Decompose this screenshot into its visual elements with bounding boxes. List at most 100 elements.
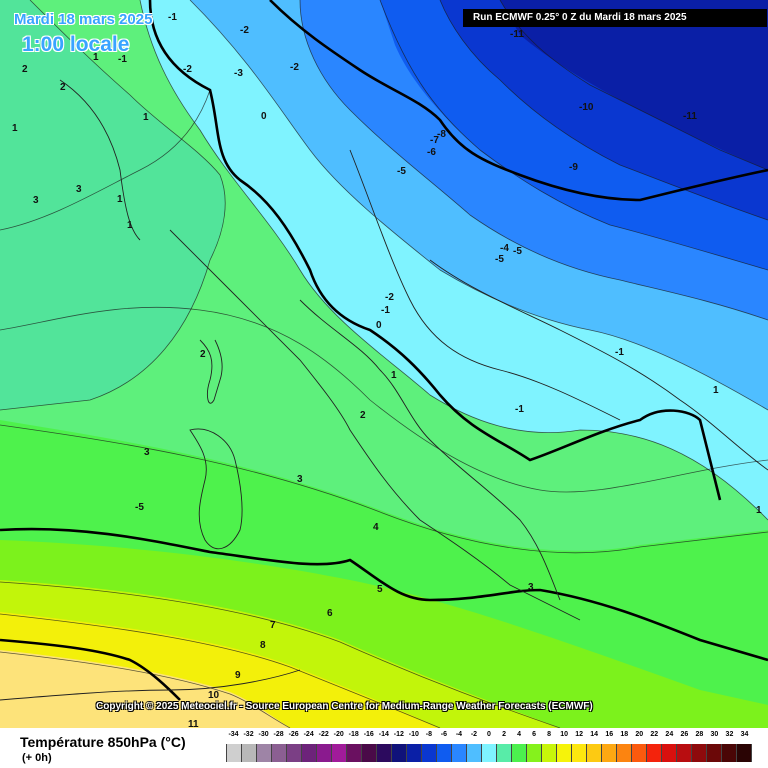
isotherm-label: -5: [495, 254, 504, 265]
scale-swatch: [676, 744, 691, 762]
scale-swatch: [226, 744, 241, 762]
scale-swatch: [391, 744, 406, 762]
scale-value-label: 16: [605, 731, 614, 738]
isotherm-label: 0: [376, 320, 382, 331]
isotherm-label: 1: [127, 220, 133, 231]
scale-swatch: [451, 744, 466, 762]
scale-swatch: [481, 744, 496, 762]
scale-value-label: 12: [575, 731, 584, 738]
isotherm-label: -6: [427, 147, 436, 158]
scale-value-label: -28: [273, 731, 284, 738]
isotherm-label: -2: [183, 64, 192, 75]
scale-value-label: -22: [318, 731, 329, 738]
scale-swatch: [496, 744, 511, 762]
legend-subtitle: (+ 0h): [22, 752, 52, 764]
isotherm-labels: -2 -1 -1 2 2 1 1 3 1 1 3 1 -2 -3 -2 0 -5…: [12, 12, 762, 728]
isotherm-label: 1: [756, 505, 762, 516]
scale-value-label: -18: [348, 731, 359, 738]
isotherm-label: 11: [188, 719, 199, 728]
scale-value-label: -20: [333, 731, 344, 738]
isotherm-label: 1: [117, 194, 123, 205]
isotherm-label: -1: [615, 347, 624, 358]
band-12-14: [0, 650, 290, 728]
scale-swatch: [271, 744, 286, 762]
scale-value-label: -14: [378, 731, 389, 738]
isotherm-label: 2: [60, 82, 66, 93]
isotherm-label: -1: [118, 54, 127, 65]
temperature-map: -2 -1 -1 2 2 1 1 3 1 1 3 1 -2 -3 -2 0 -5…: [0, 0, 768, 728]
scale-swatch: [301, 744, 316, 762]
scale-swatch: [316, 744, 331, 762]
scale-value-label: -26: [288, 731, 299, 738]
scale-value-label: -30: [258, 731, 269, 738]
scale-swatch: [601, 744, 616, 762]
isotherm-label: -5: [397, 166, 406, 177]
isotherm-label: 5: [377, 584, 383, 595]
scale-value-label: 34: [740, 731, 749, 738]
scale-swatch: [721, 744, 736, 762]
isotherm-label: -1: [515, 404, 524, 415]
isotherm-label: -2: [290, 62, 299, 73]
scale-swatch: [691, 744, 706, 762]
isotherm-label: -9: [569, 162, 578, 173]
isotherm-label: 1: [143, 112, 149, 123]
isotherm-label: -11: [510, 29, 524, 40]
scale-swatch: [571, 744, 586, 762]
isotherm-label: 3: [297, 474, 303, 485]
scale-swatch: [346, 744, 361, 762]
legend-footer: Température 850hPa (°C) (+ 0h) -34 -32 -30…: [0, 728, 768, 768]
isotherm-label: -5: [513, 246, 522, 257]
isotherm-label: -10: [579, 102, 594, 113]
scale-value-label: 0: [487, 731, 491, 738]
scale-value-label: 20: [635, 731, 644, 738]
isotherm-label: -1: [168, 12, 177, 23]
scale-value-label: 18: [620, 731, 629, 738]
scale-swatch: [256, 744, 271, 762]
isotherm-label: 2: [200, 349, 206, 360]
scale-value-label: 6: [532, 731, 537, 738]
scale-swatch: [466, 744, 481, 762]
scale-swatch: [286, 744, 301, 762]
scale-swatch: [331, 744, 346, 762]
isotherm-label: 6: [327, 608, 333, 619]
scale-value-label: 24: [665, 731, 674, 738]
scale-value-label: 14: [590, 731, 599, 738]
legend-title: Température 850hPa (°C): [20, 734, 186, 750]
scale-swatch: [376, 744, 391, 762]
scale-value-label: 22: [650, 731, 659, 738]
isotherm-lines: [0, 0, 768, 728]
isotherm-label: -5: [135, 502, 144, 513]
isotherm-label: 3: [528, 582, 534, 593]
isotherm-label: 9: [235, 670, 241, 681]
scale-value-label: -34: [228, 731, 239, 738]
isotherm-label: 2: [360, 410, 366, 421]
scale-value-label: -16: [363, 731, 374, 738]
scale-swatch: [586, 744, 601, 762]
isotherm-label: -4: [500, 243, 509, 254]
scale-swatch: [631, 744, 646, 762]
scale-swatch: [526, 744, 541, 762]
color-scale-bar: [226, 744, 752, 762]
scale-value-label: 2: [502, 731, 506, 738]
scale-value-label: 28: [695, 731, 704, 738]
forecast-time: 1:00 locale: [22, 33, 130, 56]
isotherm-label: 4: [373, 522, 379, 533]
color-scale-labels: -34 -32 -30 -28 -26 -24 -22 -20 -18 -16 -14 -12 -10-…: [226, 731, 752, 743]
scale-swatch: [646, 744, 661, 762]
scale-value-label: -4: [455, 731, 463, 738]
isotherm-label: 8: [260, 640, 266, 651]
model-run-label: Run ECMWF 0.25° 0 Z du Mardi 18 mars 202…: [463, 9, 767, 27]
isotherm-label: -2: [240, 25, 249, 36]
scale-value-label: 10: [560, 731, 569, 738]
scale-swatch: [661, 744, 676, 762]
scale-value-label: -2: [470, 731, 478, 738]
scale-swatch: [616, 744, 631, 762]
scale-value-label: -8: [425, 731, 432, 738]
forecast-date: Mardi 18 mars 2025: [14, 11, 153, 28]
isotherm-label: 2: [22, 64, 28, 75]
isotherm-label: 3: [76, 184, 82, 195]
scale-value-label: -12: [393, 731, 404, 738]
isotherm-label: -8: [437, 129, 446, 140]
scale-swatch: [436, 744, 451, 762]
scale-swatch: [361, 744, 376, 762]
